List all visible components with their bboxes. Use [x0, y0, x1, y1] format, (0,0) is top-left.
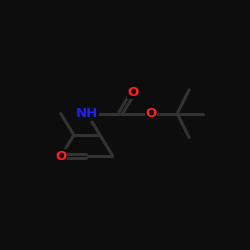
Text: NH: NH: [76, 107, 98, 120]
Text: O: O: [146, 107, 157, 120]
Text: O: O: [128, 86, 139, 99]
Text: O: O: [55, 150, 66, 163]
